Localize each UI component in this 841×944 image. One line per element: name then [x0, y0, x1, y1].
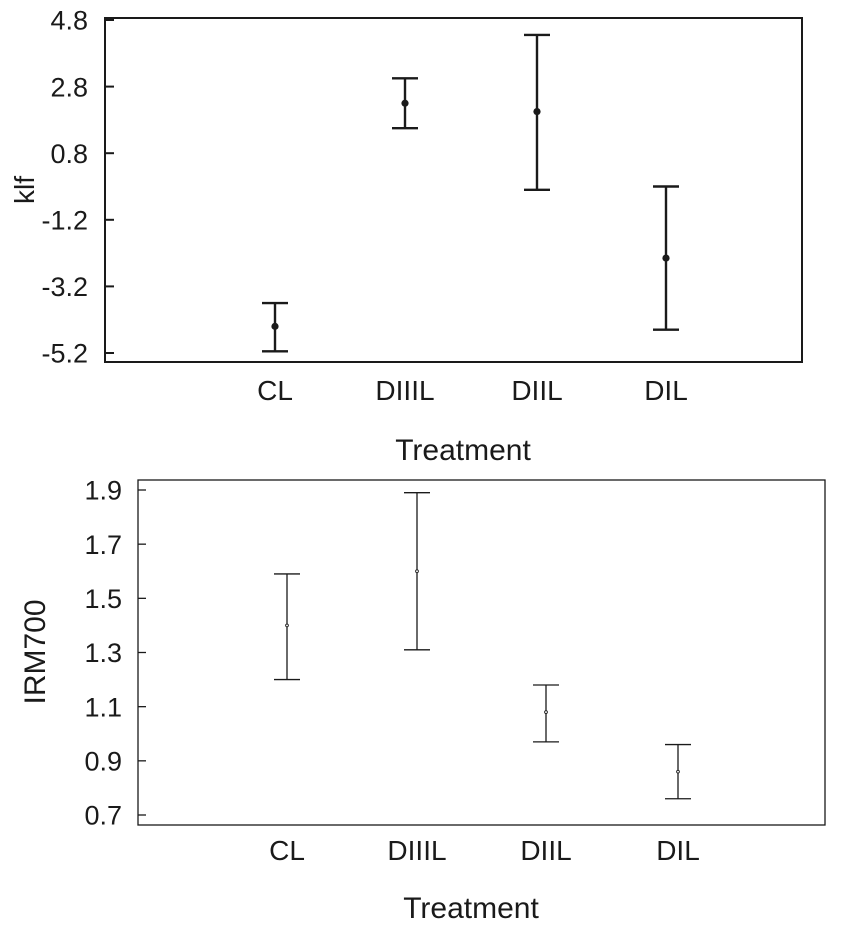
irm700-x-tick-label: CL — [269, 835, 305, 866]
klf-x-axis-title: Treatment — [395, 434, 531, 467]
irm700-mean-point — [544, 710, 548, 714]
klf-error-bar — [392, 77, 418, 130]
irm700-x-tick-label: DIIIL — [387, 835, 446, 866]
irm700-y-tick-label: 1.3 — [84, 638, 122, 668]
klf-x-axis: CL DIIIL DIIL DIL — [257, 375, 688, 406]
irm700-error-bar — [533, 684, 559, 743]
irm700-mean-point — [676, 769, 680, 774]
irm700-x-axis-title: Treatment — [403, 892, 539, 925]
irm700-chart: 1.9 1.7 1.5 1.3 1.1 0.9 0.7 CL DIIIL DIIL DIL Tre… — [19, 476, 826, 925]
klf-error-bar — [262, 301, 288, 353]
irm700-mean-point — [285, 623, 289, 628]
irm700-x-axis: CL DIIIL DIIL DIL — [269, 835, 700, 866]
klf-chart: 4.8 2.8 0.8 -1.2 -3.2 -5.2 CL DIIIL DIIL DIL Tre… — [9, 6, 803, 467]
irm700-y-tick-label: 1.1 — [84, 692, 122, 722]
klf-y-tick-label: -5.2 — [41, 339, 88, 369]
irm700-y-tick-label: 1.5 — [84, 584, 122, 614]
irm700-y-axis: 1.9 1.7 1.5 1.3 1.1 0.9 0.7 — [84, 476, 146, 831]
klf-y-axis-title: klf — [9, 176, 40, 204]
klf-error-bar — [524, 33, 550, 192]
irm700-x-tick-label: DIL — [656, 835, 700, 866]
irm700-y-tick-label: 0.9 — [84, 747, 122, 777]
klf-y-axis: 4.8 2.8 0.8 -1.2 -3.2 -5.2 — [41, 6, 114, 369]
irm700-y-tick-label: 1.7 — [84, 530, 122, 560]
klf-y-tick-label: 4.8 — [50, 6, 88, 36]
klf-x-tick-label: DIIIL — [375, 375, 434, 406]
klf-error-bars — [262, 33, 679, 353]
klf-x-tick-label: CL — [257, 375, 293, 406]
klf-x-tick-label: DIL — [644, 375, 688, 406]
klf-x-tick-label: DIIL — [511, 375, 562, 406]
klf-y-tick-label: -3.2 — [41, 272, 88, 302]
klf-mean-point — [401, 99, 409, 107]
klf-mean-point — [533, 107, 541, 116]
klf-y-tick-label: 2.8 — [50, 72, 88, 102]
irm700-plot-frame — [137, 479, 826, 826]
irm700-mean-point — [415, 569, 419, 574]
irm700-error-bar — [274, 573, 300, 681]
klf-mean-point — [271, 322, 279, 330]
klf-y-tick-label: 0.8 — [50, 139, 88, 169]
irm700-error-bars — [274, 492, 691, 800]
irm700-error-bar — [404, 492, 430, 651]
klf-y-tick-label: -1.2 — [41, 206, 88, 236]
irm700-y-axis-title: IRM700 — [19, 599, 52, 704]
irm700-y-tick-label: 0.7 — [84, 801, 122, 831]
irm700-x-tick-label: DIIL — [520, 835, 571, 866]
irm700-y-tick-label: 1.9 — [84, 476, 122, 506]
klf-error-bar — [653, 185, 679, 331]
klf-plot-frame — [104, 17, 803, 363]
irm700-error-bar — [665, 743, 691, 800]
klf-mean-point — [662, 254, 670, 262]
